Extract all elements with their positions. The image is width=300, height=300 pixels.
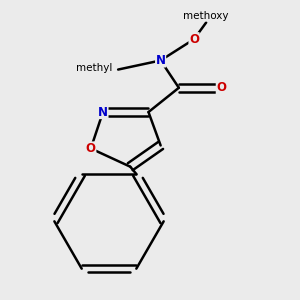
Text: O: O xyxy=(189,33,199,46)
Text: O: O xyxy=(216,81,226,94)
Text: methyl: methyl xyxy=(76,63,112,73)
Text: N: N xyxy=(98,106,108,118)
Text: methoxy: methoxy xyxy=(183,11,229,21)
Text: N: N xyxy=(156,54,166,67)
Text: O: O xyxy=(86,142,96,155)
